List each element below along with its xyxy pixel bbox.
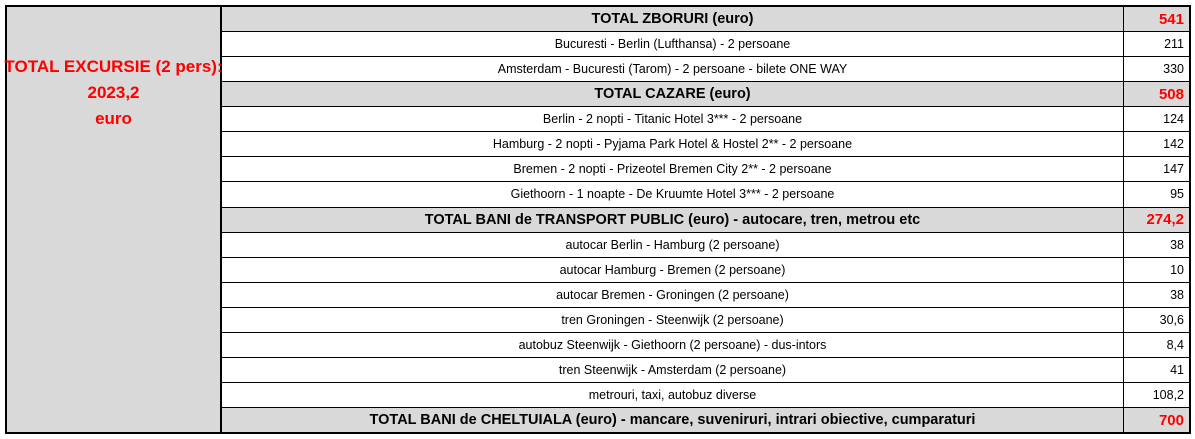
row-label-cell[interactable]: Amsterdam - Bucuresti (Tarom) - 2 persoa… (497, 62, 848, 77)
row-value-cell[interactable]: 541 (1123, 7, 1189, 32)
expense-table: TOTAL ZBORURI (euro) 541 Bucuresti - Ber… (222, 5, 1191, 434)
expense-row: autocar Bremen - Groningen (2 persoane) … (222, 282, 1189, 308)
row-label-cell[interactable]: Giethoorn - 1 noapte - De Kruumte Hotel … (510, 187, 835, 202)
row-value-cell[interactable]: 38 (1123, 232, 1189, 257)
row-label-cell[interactable]: Bremen - 2 nopti - Prizeotel Bremen City… (513, 162, 832, 177)
expense-row: Amsterdam - Bucuresti (Tarom) - 2 persoa… (222, 57, 1189, 83)
row-label-cell[interactable]: autocar Hamburg - Bremen (2 persoane) (559, 262, 786, 277)
trip-total-currency: euro (95, 109, 132, 128)
row-label-cell[interactable]: Bucuresti - Berlin (Lufthansa) - 2 perso… (554, 37, 791, 52)
expense-row: autocar Hamburg - Bremen (2 persoane) 10 (222, 257, 1189, 283)
row-value-cell[interactable]: 508 (1123, 82, 1189, 107)
row-label-cell[interactable]: tren Steenwijk - Amsterdam (2 persoane) (558, 362, 787, 377)
expense-row: autocar Berlin - Hamburg (2 persoane) 38 (222, 232, 1189, 258)
row-label-cell[interactable]: metrouri, taxi, autobuz diverse (588, 387, 757, 402)
row-value-cell[interactable]: 38 (1123, 282, 1189, 307)
section-total-row: TOTAL CAZARE (euro) 508 (222, 82, 1189, 108)
row-label-cell[interactable]: TOTAL ZBORURI (euro) (591, 11, 754, 28)
row-value-cell[interactable]: 30,6 (1123, 307, 1189, 332)
expense-row: Bucuresti - Berlin (Lufthansa) - 2 perso… (222, 32, 1189, 58)
row-value-cell[interactable]: 10 (1123, 257, 1189, 282)
row-label-cell[interactable]: tren Groningen - Steenwijk (2 persoane) (561, 312, 784, 327)
row-value-cell[interactable]: 108,2 (1123, 382, 1189, 407)
section-total-row: TOTAL ZBORURI (euro) 541 (222, 7, 1189, 33)
row-value-cell[interactable]: 330 (1123, 57, 1189, 82)
row-label-cell[interactable]: Berlin - 2 nopti - Titanic Hotel 3*** - … (542, 112, 803, 127)
row-value-cell[interactable]: 700 (1123, 408, 1189, 433)
row-label-cell[interactable]: TOTAL BANI de CHELTUIALA (euro) - mancar… (369, 412, 976, 429)
section-total-row: TOTAL BANI de TRANSPORT PUBLIC (euro) - … (222, 207, 1189, 233)
row-value-cell[interactable]: 41 (1123, 357, 1189, 382)
expense-row: tren Groningen - Steenwijk (2 persoane) … (222, 307, 1189, 333)
row-value-cell[interactable]: 274,2 (1123, 207, 1189, 232)
trip-total-amount: 2023,2 (87, 83, 140, 102)
expense-row: metrouri, taxi, autobuz diverse 108,2 (222, 382, 1189, 408)
row-value-cell[interactable]: 142 (1123, 132, 1189, 157)
expense-row: Bremen - 2 nopti - Prizeotel Bremen City… (222, 157, 1189, 183)
row-label-cell[interactable]: autocar Bremen - Groningen (2 persoane) (556, 287, 789, 302)
expense-row: Berlin - 2 nopti - Titanic Hotel 3*** - … (222, 107, 1189, 133)
trip-total-title: TOTAL EXCURSIE (2 pers): (4, 57, 223, 76)
row-label-cell[interactable]: TOTAL CAZARE (euro) (594, 86, 751, 103)
row-label-cell[interactable]: TOTAL BANI de TRANSPORT PUBLIC (euro) - … (424, 211, 921, 228)
expense-row: autobuz Steenwijk - Giethoorn (2 persoan… (222, 332, 1189, 358)
expense-row: Giethoorn - 1 noapte - De Kruumte Hotel … (222, 182, 1189, 208)
row-label-cell[interactable]: autobuz Steenwijk - Giethoorn (2 persoan… (518, 337, 827, 352)
expense-row: tren Steenwijk - Amsterdam (2 persoane) … (222, 357, 1189, 383)
section-total-row: TOTAL BANI de CHELTUIALA (euro) - mancar… (222, 408, 1189, 433)
row-value-cell[interactable]: 95 (1123, 182, 1189, 207)
row-label-cell[interactable]: Hamburg - 2 nopti - Pyjama Park Hotel & … (492, 137, 853, 152)
row-value-cell[interactable]: 8,4 (1123, 332, 1189, 357)
trip-total-cell[interactable]: TOTAL EXCURSIE (2 pers): 2023,2 euro (4, 5, 223, 434)
row-value-cell[interactable]: 211 (1123, 32, 1189, 57)
row-value-cell[interactable]: 147 (1123, 157, 1189, 182)
row-label-cell[interactable]: autocar Berlin - Hamburg (2 persoane) (565, 237, 780, 252)
expense-sheet: TOTAL EXCURSIE (2 pers): 2023,2 euro TOT… (4, 5, 1191, 434)
row-value-cell[interactable]: 124 (1123, 107, 1189, 132)
expense-row: Hamburg - 2 nopti - Pyjama Park Hotel & … (222, 132, 1189, 158)
